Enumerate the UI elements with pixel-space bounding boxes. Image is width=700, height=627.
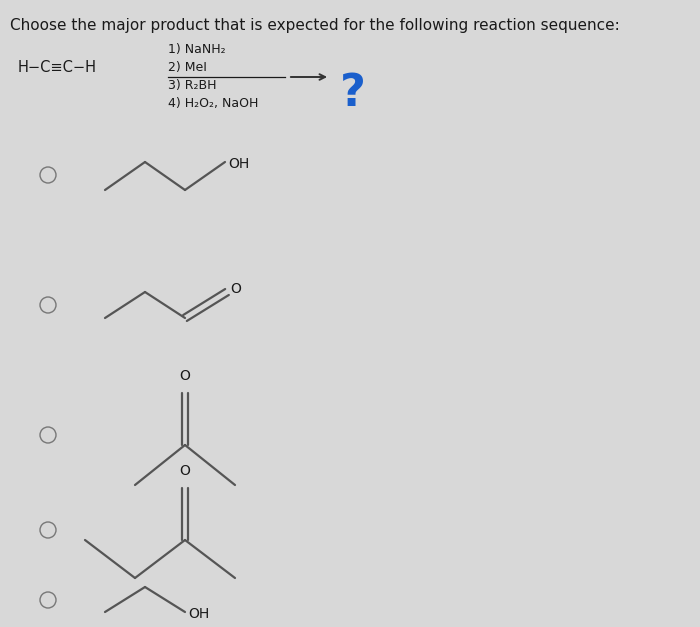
- Text: H−C≡C−H: H−C≡C−H: [18, 60, 97, 75]
- Text: 2) MeI: 2) MeI: [168, 61, 207, 75]
- Text: ?: ?: [340, 72, 366, 115]
- Text: O: O: [180, 369, 190, 383]
- Text: 3) R₂BH: 3) R₂BH: [168, 80, 216, 93]
- Text: O: O: [230, 282, 241, 296]
- Text: O: O: [180, 464, 190, 478]
- Text: OH: OH: [188, 607, 209, 621]
- Text: OH: OH: [228, 157, 249, 171]
- Text: 1) NaNH₂: 1) NaNH₂: [168, 43, 225, 56]
- Text: 4) H₂O₂, NaOH: 4) H₂O₂, NaOH: [168, 98, 258, 110]
- Text: Choose the major product that is expected for the following reaction sequence:: Choose the major product that is expecte…: [10, 18, 620, 33]
